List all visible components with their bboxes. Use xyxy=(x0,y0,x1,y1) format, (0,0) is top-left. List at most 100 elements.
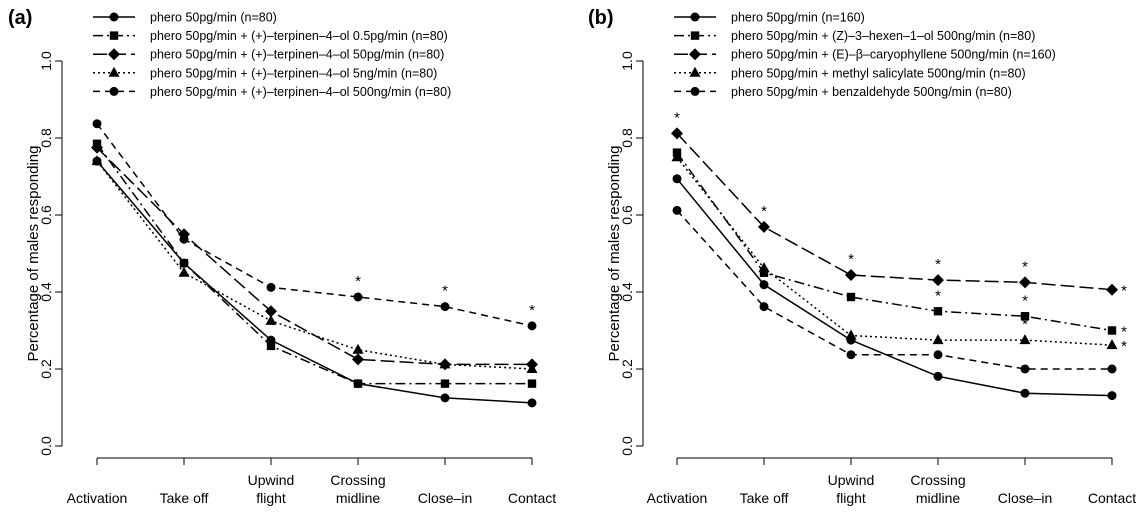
data-point xyxy=(846,330,857,340)
series-5 xyxy=(673,206,1117,374)
x-tick-label: Contact xyxy=(508,490,556,506)
legend-marker xyxy=(109,67,120,77)
legend-label: phero 50pg/min + (E)–β–caryophyllene 500… xyxy=(731,48,1056,62)
series-line xyxy=(97,124,532,326)
significance-star: * xyxy=(1022,258,1028,275)
data-point xyxy=(528,379,536,387)
y-tick-label: 1.0 xyxy=(38,51,54,71)
series-1 xyxy=(673,174,1117,400)
series-line xyxy=(97,161,532,369)
series-line xyxy=(97,161,532,403)
data-point xyxy=(1108,391,1117,400)
data-point xyxy=(673,174,682,183)
significance-star: * xyxy=(529,302,535,319)
data-point xyxy=(528,398,537,407)
data-point xyxy=(1106,284,1118,296)
legend-label: phero 50pg/min + (+)–terpinen–4–ol 500ng… xyxy=(150,85,451,99)
data-point xyxy=(93,119,102,128)
data-point xyxy=(441,379,449,387)
x-tick-label: flight xyxy=(256,490,286,506)
x-tick-label: Take off xyxy=(160,490,209,506)
data-point xyxy=(1107,339,1118,349)
series-line xyxy=(677,133,1112,289)
series-line xyxy=(97,144,532,384)
y-axis-label: Percentage of males responding xyxy=(606,146,623,362)
series-line xyxy=(97,148,532,365)
data-point xyxy=(934,350,943,359)
legend-marker xyxy=(691,87,700,96)
data-point xyxy=(1019,276,1031,288)
y-axis-label: Percentage of males responding xyxy=(25,146,42,362)
significance-star: * xyxy=(674,109,680,126)
legend: phero 50pg/min (n=80) phero 50pg/min + (+… xyxy=(93,11,451,99)
series-4: ** xyxy=(672,151,1128,355)
series-5: * * * xyxy=(93,119,537,330)
data-point xyxy=(267,283,276,292)
significance-star: * xyxy=(935,256,941,273)
panel-label: (b) xyxy=(588,7,614,29)
legend-label: phero 50pg/min + (Z)–3–hexen–1–ol 500ng/… xyxy=(731,29,1035,43)
data-point xyxy=(354,379,362,387)
series-4 xyxy=(92,155,538,373)
series-line xyxy=(677,210,1112,369)
significance-star: * xyxy=(442,283,448,300)
data-point xyxy=(673,206,682,215)
chart-panel-b: (b) 0.0 0.2 0.4 0.6 0.8 1.0 Percentage of males… xyxy=(588,7,1136,506)
data-point xyxy=(528,321,537,330)
data-point xyxy=(354,293,363,302)
x-tick-label: Contact xyxy=(1088,490,1136,506)
series-2: * * * xyxy=(673,148,1127,340)
series-line xyxy=(677,179,1112,396)
data-point xyxy=(760,302,769,311)
data-point xyxy=(1021,389,1030,398)
data-point xyxy=(266,315,277,325)
significance-star: * xyxy=(1022,292,1028,309)
data-point xyxy=(1020,334,1031,344)
legend-marker xyxy=(110,87,119,96)
significance-star: * xyxy=(848,251,854,268)
data-point xyxy=(180,235,189,244)
legend-marker xyxy=(110,31,118,39)
data-point xyxy=(1021,365,1030,374)
legend-label: phero 50pg/min + (+)–terpinen–4–ol 50pg/… xyxy=(150,48,444,62)
data-point xyxy=(441,393,450,402)
legend-marker xyxy=(108,48,120,60)
series-line xyxy=(677,157,1112,345)
data-point xyxy=(352,353,364,365)
x-tick-label: Upwind xyxy=(828,472,875,488)
data-point xyxy=(845,269,857,281)
x-tick-label: Close–in xyxy=(998,490,1052,506)
significance-star: * xyxy=(935,287,941,304)
y-tick-label: 0.8 xyxy=(619,128,635,148)
data-point xyxy=(934,372,943,381)
legend-label: phero 50pg/min (n=160) xyxy=(731,11,865,25)
series-1 xyxy=(93,157,537,408)
legend-marker xyxy=(689,48,701,60)
series-3: * * * * * * xyxy=(671,109,1127,299)
data-point xyxy=(760,280,769,289)
series-2 xyxy=(93,140,536,388)
data-point xyxy=(847,350,856,359)
data-point xyxy=(847,293,855,301)
x-tick-label: Crossing xyxy=(330,472,385,488)
x-tick-label: Crossing xyxy=(910,472,965,488)
data-point xyxy=(1108,365,1117,374)
significance-star: * xyxy=(1121,283,1127,300)
x-tick-label: Take off xyxy=(740,490,789,506)
data-point xyxy=(441,302,450,311)
data-point xyxy=(353,344,364,354)
legend-marker xyxy=(691,31,699,39)
y-tick-label: 0.8 xyxy=(38,128,54,148)
significance-star: * xyxy=(1022,316,1028,333)
data-point xyxy=(934,307,942,315)
x-tick-label: midline xyxy=(336,490,381,506)
chart-panel-a: (a) 0.0 0.2 0.4 0.6 0.8 1.0 Percentage of males… xyxy=(8,7,556,506)
legend-label: phero 50pg/min (n=80) xyxy=(150,11,277,25)
legend-label: phero 50pg/min + methyl salicylate 500ng… xyxy=(731,66,1026,80)
legend-label: phero 50pg/min + (+)–terpinen–4–ol 0.5pg… xyxy=(150,29,448,43)
legend-marker xyxy=(110,13,119,22)
x-tick-label: Activation xyxy=(67,490,128,506)
significance-star: * xyxy=(355,273,361,290)
data-point xyxy=(267,342,275,350)
